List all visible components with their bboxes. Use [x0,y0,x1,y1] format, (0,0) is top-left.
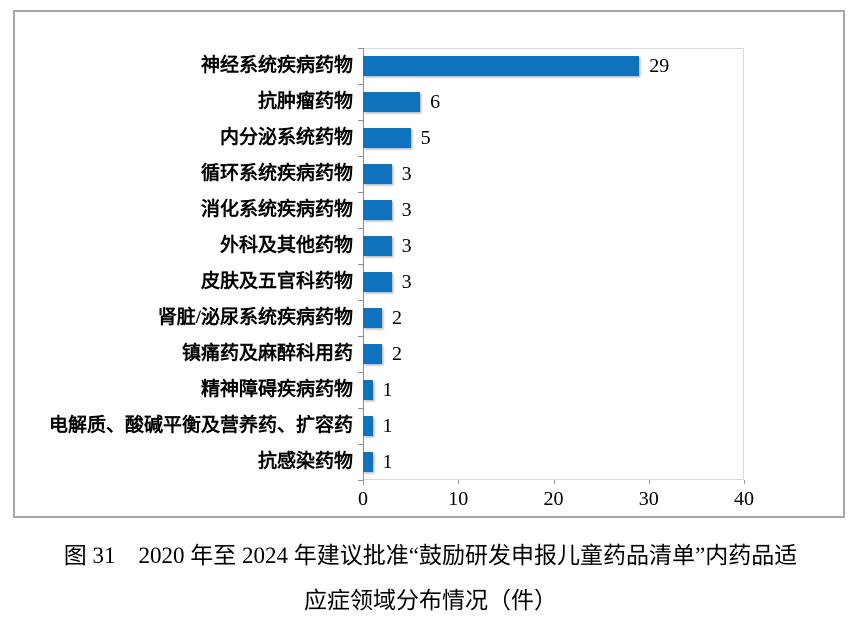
x-tick-label: 10 [448,488,469,510]
data-label: 29 [649,55,670,77]
bar-chart: 神经系统疾病药物 29 抗肿瘤药物 6 内分泌系统药物 5 循环系统疾病药物 3 消化系统疾病药… [13,10,845,518]
table-row: 内分泌系统药物 5 [15,120,843,156]
x-tick-label: 0 [358,488,368,510]
data-label: 2 [392,343,403,365]
y-tick-mark [358,444,363,445]
category-label: 外科及其他药物 [219,235,353,256]
caption-line-2: 应症领域分布情况（件） [304,588,557,613]
bar [363,236,392,256]
data-label: 3 [401,163,412,185]
data-label: 3 [401,271,412,293]
bar [363,380,373,400]
category-label: 抗肿瘤药物 [257,91,353,112]
table-row: 抗肿瘤药物 6 [15,84,843,120]
category-label: 神经系统疾病药物 [200,55,353,76]
y-tick-mark [358,192,363,193]
y-axis [363,48,364,485]
bar [363,200,392,220]
table-row: 皮肤及五官科药物 3 [15,264,843,300]
data-label: 2 [392,307,403,329]
table-row: 循环系统疾病药物 3 [15,156,843,192]
table-row: 抗感染药物 1 [15,444,843,480]
y-tick-mark [358,48,363,49]
category-label: 精神障碍疾病药物 [200,379,353,400]
bar [363,452,373,472]
x-tick-label: 20 [543,488,564,510]
data-label: 1 [382,451,393,473]
y-tick-mark [358,228,363,229]
category-label: 抗感染药物 [257,451,353,472]
caption-line-1: 图 31 2020 年至 2024 年建议批准“鼓励研发申报儿童药品清单”内药品… [63,543,798,568]
table-row: 神经系统疾病药物 29 [15,48,843,84]
bar [363,344,383,364]
y-tick-mark [358,480,363,481]
x-tick-mark [363,480,364,484]
y-tick-mark [358,120,363,121]
data-label: 1 [382,379,393,401]
bar [363,308,383,328]
data-label: 5 [420,127,431,149]
table-row: 镇痛药及麻醉科用药 2 [15,336,843,372]
category-label: 肾脏/泌尿系统疾病药物 [157,307,353,328]
category-label: 电解质、酸碱平衡及营养药、扩容药 [48,415,353,436]
x-tick-mark [648,480,650,484]
table-row: 精神障碍疾病药物 1 [15,372,843,408]
y-tick-mark [358,84,363,85]
x-tick-label: 30 [638,488,659,510]
bar [363,56,640,76]
data-label: 3 [401,235,412,257]
table-row: 外科及其他药物 3 [15,228,843,264]
figure-caption: 图 31 2020 年至 2024 年建议批准“鼓励研发申报儿童药品清单”内药品… [0,533,861,623]
bar [363,416,373,436]
bar [363,164,392,184]
x-tick-mark [553,480,555,484]
x-tick-label: 40 [734,488,754,510]
data-label: 3 [401,199,412,221]
y-tick-mark [358,408,363,409]
category-label: 皮肤及五官科药物 [200,271,353,292]
table-row: 肾脏/泌尿系统疾病药物 2 [15,300,843,336]
bar [363,128,411,148]
table-row: 消化系统疾病药物 3 [15,192,843,228]
y-tick-mark [358,300,363,301]
data-label: 1 [382,415,393,437]
bar [363,272,392,292]
data-label: 6 [430,91,441,113]
category-label: 内分泌系统药物 [219,127,353,148]
table-row: 电解质、酸碱平衡及营养药、扩容药 1 [15,408,843,444]
category-label: 消化系统疾病药物 [200,199,353,220]
y-tick-mark [358,156,363,157]
y-tick-mark [358,264,363,265]
category-label: 循环系统疾病药物 [200,163,353,184]
x-tick-mark [744,480,745,484]
category-label: 镇痛药及麻醉科用药 [181,343,353,364]
y-tick-mark [358,372,363,373]
y-tick-mark [358,336,363,337]
bar [363,92,421,112]
x-tick-mark [458,480,460,484]
